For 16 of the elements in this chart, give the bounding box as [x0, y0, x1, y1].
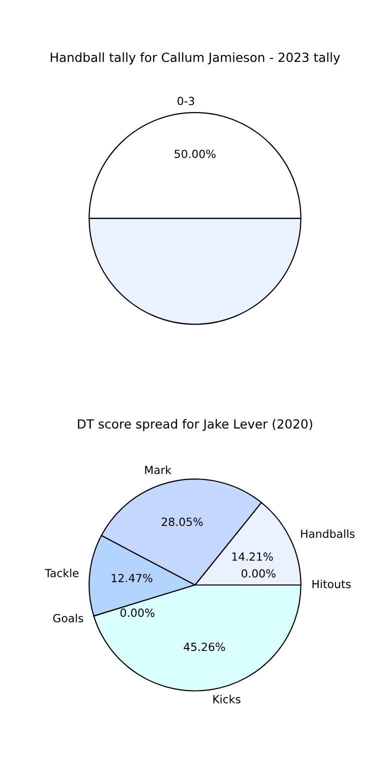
- data-label: 45.26%: [184, 642, 225, 652]
- data-label: 50.00%: [174, 150, 216, 158]
- text: 0.00%: [242, 569, 276, 578]
- slice-label: Kicks: [213, 694, 240, 704]
- slice-label: 0-3: [178, 96, 194, 106]
- chart-title: Handball tally for Callum Jamieson - 2023 tally: [50, 52, 340, 64]
- category-label: Hitouts: [312, 580, 351, 588]
- data-label: 14.21%: [232, 552, 273, 561]
- data-label: 12.47%: [112, 574, 152, 582]
- slice-label: Tackle: [44, 568, 78, 578]
- data-label: 28.05%: [162, 518, 203, 526]
- slice-label: Mark: [145, 466, 172, 474]
- category-label: Goals: [53, 614, 84, 622]
- text: 0.00%: [120, 608, 154, 617]
- chart-title: DT score spread for Jake Lever (2020): [78, 418, 312, 432]
- slice-label: Handballs: [301, 529, 355, 538]
